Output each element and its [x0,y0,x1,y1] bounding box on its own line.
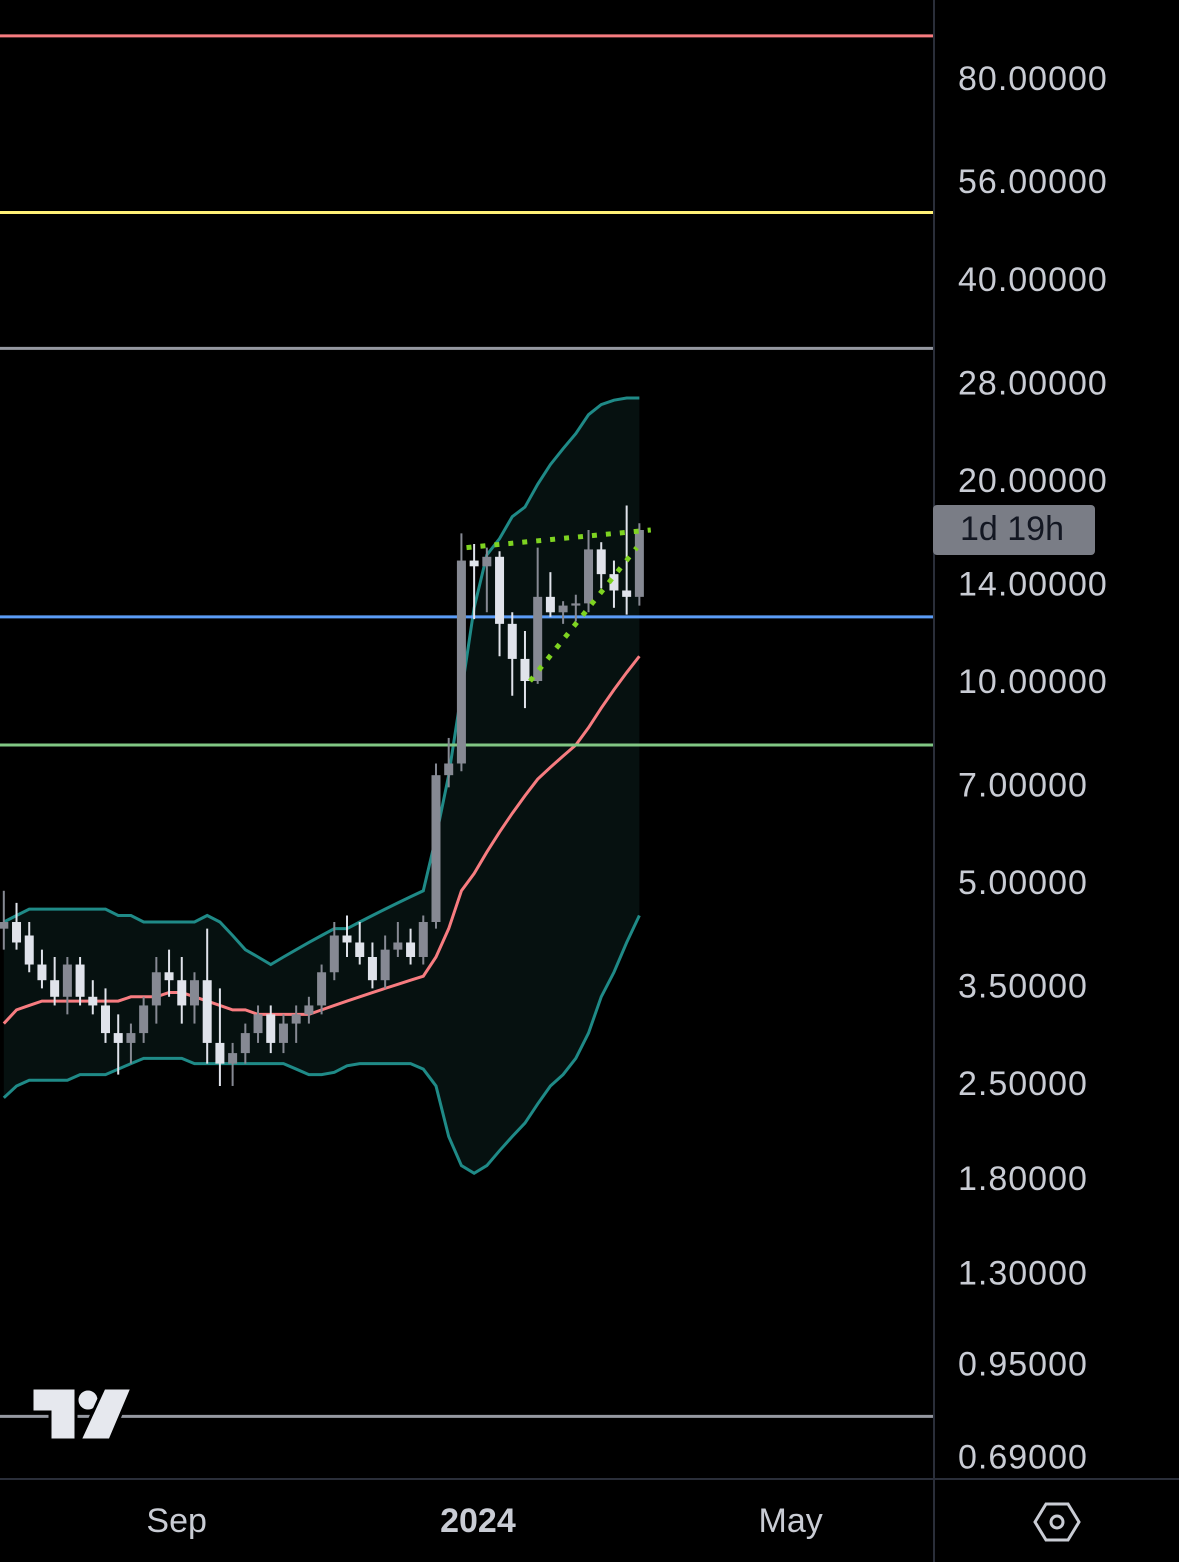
candle-body [329,935,339,973]
candle-body [355,942,365,957]
candle-body [507,623,517,659]
y-tick-label: 14.00000 [958,565,1108,603]
candle-body [609,574,619,591]
candle-body [164,972,174,981]
candle-body [495,556,505,624]
countdown-label: 1d 19h [960,510,1064,548]
candle-body [380,949,390,981]
settings-button[interactable] [1033,1502,1081,1542]
candle-body [431,775,441,923]
band-lower-line [2,914,641,1176]
y-tick-label: 0.69000 [958,1438,1088,1476]
candle-body [62,964,72,997]
y-tick-label: 10.00000 [958,663,1108,701]
candle-body [228,1053,238,1064]
candle-body [12,922,22,943]
y-tick-label: 1.80000 [958,1160,1088,1198]
candle-body [253,1014,263,1034]
candle-body [596,549,606,575]
candle-body [177,980,187,1006]
candle-body [139,1005,149,1034]
candle-body [444,763,454,776]
candle-body [278,1023,288,1043]
candle-body [406,942,416,957]
candle-body [240,1033,250,1054]
y-tick-label: 20.00000 [958,462,1108,500]
candle-body [622,590,632,597]
candle-body [88,996,98,1006]
y-tick-label: 7.00000 [958,766,1088,804]
candle-body [456,560,466,764]
candle-body [393,942,403,950]
candle-body [126,1033,136,1043]
y-tick-label: 28.00000 [958,364,1108,402]
trendline [528,546,639,683]
candle-body [24,935,34,965]
candle-body [304,1005,314,1015]
candle-body [0,922,9,929]
countdown-box [933,504,1095,555]
y-tick-label: 40.00000 [958,261,1108,299]
y-tick-label: 3.50000 [958,967,1088,1005]
y-tick-label: 0.95000 [958,1346,1088,1384]
candle-body [75,964,85,997]
candle-body [367,956,377,981]
candle-body [151,972,161,1006]
candle-body [482,556,492,567]
candle-body [37,964,47,981]
candle-body [202,980,212,1043]
x-tick-label: 2024 [440,1502,516,1540]
candle-body [558,605,568,613]
y-tick-label: 5.00000 [958,864,1088,902]
y-tick-label: 1.30000 [958,1255,1088,1293]
y-tick-label: 2.50000 [958,1065,1088,1103]
candle-body [291,1014,301,1024]
candle-body [101,1005,111,1034]
plot-area [0,34,933,1418]
candle-body [113,1033,123,1043]
band-fill [3,397,640,1174]
logo [30,1386,135,1442]
candle-body [634,529,644,597]
candle-body [342,935,352,943]
candle-body [50,980,60,997]
candle-body [317,972,327,1006]
candle-body [215,1042,225,1064]
candle-body [545,596,555,613]
y-tick-label: 56.00000 [958,163,1108,201]
candle-body [469,560,479,567]
candle-body [533,596,543,682]
candle-body [189,980,199,1006]
candle-body [571,603,581,606]
candle-body [584,549,594,604]
x-tick-label: May [759,1502,823,1540]
candle-body [418,922,428,957]
candle-body [266,1014,276,1043]
x-tick-label: Sep [146,1502,207,1540]
band-upper-line [3,396,640,967]
trendline [466,527,652,551]
candle-body [520,658,530,682]
y-tick-label: 80.00000 [958,60,1108,98]
